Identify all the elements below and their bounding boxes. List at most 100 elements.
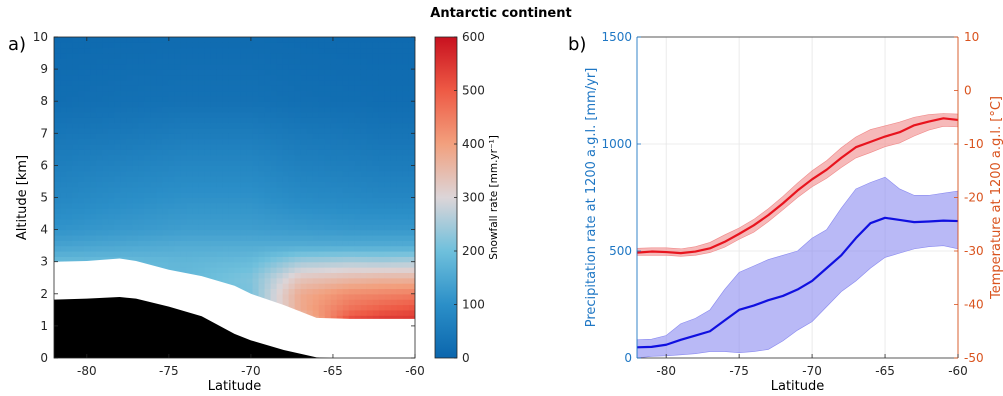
heatmap-cell <box>342 315 350 322</box>
heatmap-cell <box>366 149 374 156</box>
heatmap-cell <box>180 208 187 215</box>
heatmap-cell <box>384 181 392 188</box>
heatmap-cell <box>72 133 79 140</box>
heatmap-cell <box>360 101 368 108</box>
heatmap-cell <box>276 149 284 156</box>
heatmap-cell <box>330 95 338 102</box>
heatmap-cell <box>156 74 163 81</box>
heatmap-cell <box>84 53 91 59</box>
heatmap-cell <box>60 181 67 188</box>
heatmap-cell <box>228 47 236 54</box>
heatmap-cell <box>126 63 133 70</box>
heatmap-cell <box>348 272 356 279</box>
heatmap-cell <box>108 95 115 102</box>
heatmap-cell <box>282 170 290 177</box>
heatmap-cell <box>132 69 139 76</box>
heatmap-cell <box>384 229 392 236</box>
heatmap-cell <box>228 256 236 263</box>
heatmap-cell <box>390 127 398 134</box>
heatmap-cell <box>372 138 380 145</box>
heatmap-cell <box>378 229 386 236</box>
heatmap-cell <box>228 149 236 156</box>
heatmap-cell <box>342 165 350 172</box>
heatmap-cell <box>270 245 278 252</box>
heatmap-cell <box>66 69 73 76</box>
heatmap-cell <box>54 74 61 81</box>
heatmap-cell <box>372 165 380 172</box>
heatmap-cell <box>402 208 410 215</box>
heatmap-cell <box>336 240 344 247</box>
heatmap-cell <box>348 74 356 81</box>
heatmap-cell <box>246 234 254 241</box>
heatmap-cell <box>348 202 356 209</box>
heatmap-cell <box>144 256 151 263</box>
heatmap-cell <box>180 186 187 193</box>
heatmap-cell <box>324 101 332 108</box>
heatmap-cell <box>372 176 380 183</box>
heatmap-cell <box>60 138 67 145</box>
heatmap-cell <box>60 229 67 236</box>
heatmap-cell <box>84 186 91 193</box>
heatmap-cell <box>264 122 272 129</box>
heatmap-cell <box>138 95 145 102</box>
heatmap-cell <box>258 47 266 54</box>
heatmap-cell <box>354 288 362 295</box>
heatmap-cell <box>114 192 121 199</box>
heatmap-cell <box>234 42 242 49</box>
heatmap-cell <box>174 218 181 225</box>
heatmap-cell <box>378 197 386 204</box>
heatmap-cell <box>228 229 236 236</box>
heatmap-cell <box>348 117 356 124</box>
heatmap-cell <box>54 53 61 59</box>
heatmap-cell <box>318 181 326 188</box>
heatmap-cell <box>258 90 266 97</box>
heatmap-cell <box>372 213 380 220</box>
heatmap-cell <box>372 208 380 215</box>
heatmap-cell <box>366 101 374 108</box>
heatmap-cell <box>390 53 398 59</box>
heatmap-cell <box>402 288 410 295</box>
heatmap-cell <box>66 160 73 166</box>
heatmap-cell <box>312 288 320 295</box>
heatmap-cell <box>54 133 61 140</box>
heatmap-cell <box>306 127 314 134</box>
heatmap-cell <box>84 101 91 108</box>
heatmap-cell <box>348 251 356 257</box>
heatmap-cell <box>102 208 109 215</box>
heatmap-cell <box>324 272 332 279</box>
heatmap-cell <box>162 186 169 193</box>
heatmap-cell <box>258 251 266 257</box>
heatmap-cell <box>168 85 175 92</box>
heatmap-cell <box>372 218 380 225</box>
heatmap-cell <box>360 218 368 225</box>
heatmap-cell <box>114 154 121 161</box>
heatmap-cell <box>354 202 362 209</box>
heatmap-cell <box>78 90 85 97</box>
heatmap-cell <box>174 181 181 188</box>
heatmap-cell <box>246 218 254 225</box>
heatmap-cell <box>90 42 97 49</box>
heatmap-cell <box>324 293 332 300</box>
heatmap-cell <box>228 197 236 204</box>
heatmap-cell <box>354 170 362 177</box>
heatmap-cell <box>168 160 175 166</box>
heatmap-cell <box>402 144 410 150</box>
heatmap-cell <box>348 261 356 268</box>
heatmap-cell <box>216 85 224 92</box>
heatmap-cell <box>360 138 368 145</box>
heatmap-cell <box>264 160 272 166</box>
heatmap-cell <box>72 95 79 102</box>
heatmap-cell <box>108 111 115 118</box>
heatmap-cell <box>222 267 230 273</box>
heatmap-cell <box>324 186 332 193</box>
heatmap-cell <box>132 127 139 134</box>
heatmap-cell <box>342 111 350 118</box>
heatmap-cell <box>276 37 284 43</box>
heatmap-cell <box>204 85 212 92</box>
heatmap-cell <box>108 218 115 225</box>
heatmap-cell <box>354 63 362 70</box>
heatmap-cell <box>384 299 392 306</box>
x-tick-label: -60 <box>948 364 968 378</box>
heatmap-cell <box>96 74 103 81</box>
heatmap-cell <box>54 192 61 199</box>
